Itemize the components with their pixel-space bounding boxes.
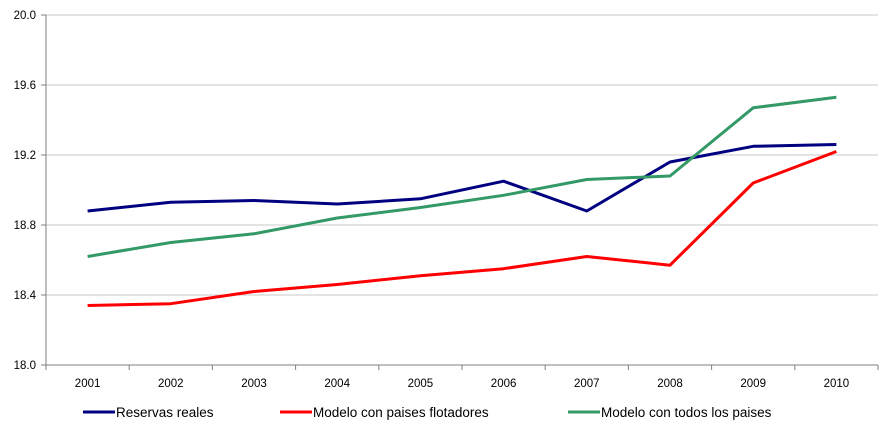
- series-line-2: [87, 95, 837, 258]
- series-lines: [87, 95, 837, 307]
- gridlines: [46, 14, 878, 296]
- x-tick-label: 2009: [740, 378, 766, 390]
- x-tick-label: 2010: [824, 378, 850, 390]
- x-tick-label: 2006: [491, 378, 517, 390]
- x-tick-label: 2007: [574, 378, 600, 390]
- series-line-1: [87, 150, 837, 307]
- y-tick-labels: 18.0 18.4 18.8 19.2 19.6 20.0: [14, 10, 37, 372]
- x-tick-label: 2003: [241, 378, 267, 390]
- x-tick-label: 2005: [408, 378, 434, 390]
- axes: [41, 14, 879, 370]
- x-tick-label: 2002: [158, 378, 184, 390]
- legend-label: Modelo con todos los paises: [601, 405, 772, 420]
- y-tick-label: 18.8: [14, 220, 36, 232]
- x-tick-label: 2004: [324, 378, 350, 390]
- y-tick-label: 18.4: [14, 290, 37, 302]
- y-tick-label: 19.2: [14, 150, 36, 162]
- x-tick-labels: 2001 2002 2003 2004 2005 2006 2007 2008 2009 2010: [75, 378, 849, 390]
- x-tick-label: 2008: [657, 378, 683, 390]
- x-tick-label: 2001: [75, 378, 101, 390]
- legend-label: Reservas reales: [116, 405, 214, 420]
- series-line-0: [87, 143, 837, 213]
- y-tick-label: 20.0: [14, 10, 36, 22]
- legend-label: Modelo con paises flotadores: [313, 405, 489, 420]
- y-tick-label: 18.0: [14, 360, 36, 372]
- y-tick-label: 19.6: [14, 80, 36, 92]
- legend: Reservas reales Modelo con paises flotado…: [83, 405, 772, 420]
